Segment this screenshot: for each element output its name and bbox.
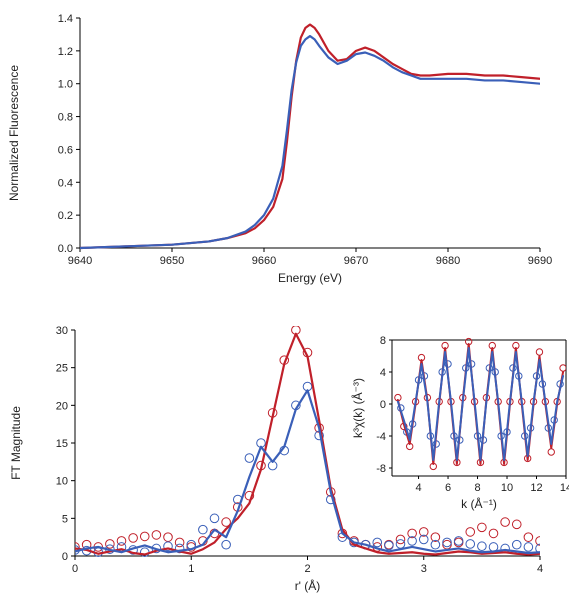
- data-point-marker: [139, 531, 150, 542]
- panel-exafs-inset: 4 6 8 10 12 14 -8 -4 0 4 8 k (Å⁻¹) k³χ(k) (Å⁻³): [350, 335, 569, 511]
- x-tick-label: 2: [304, 563, 310, 575]
- y-tick-label: 10: [56, 476, 68, 488]
- data-point-marker: [163, 541, 173, 552]
- x-tick-label: 6: [445, 482, 451, 494]
- data-point-marker: [488, 542, 499, 552]
- y-tick-label: 0.8: [58, 112, 73, 124]
- series-line: [75, 389, 540, 555]
- x-tick-label: 9660: [252, 255, 276, 267]
- data-point-marker: [221, 539, 231, 550]
- y-tick-label: -8: [376, 463, 386, 475]
- x-tick-label: 12: [530, 482, 542, 494]
- y-tick-label: 0.2: [58, 210, 73, 222]
- data-point-marker: [244, 453, 255, 463]
- y-tick-label: 1.0: [58, 79, 73, 91]
- x-tick-label: 9690: [528, 255, 552, 267]
- y-tick-label: 0.4: [58, 177, 73, 189]
- data-point-marker: [477, 522, 487, 533]
- data-point-marker: [559, 364, 566, 372]
- x-tick-label: 9650: [160, 255, 184, 267]
- data-point-marker: [198, 524, 208, 535]
- series-line: [80, 34, 540, 250]
- series-line: [75, 332, 540, 556]
- data-point-marker: [174, 537, 185, 548]
- y-tick-label: 0: [380, 399, 386, 411]
- data-point-marker: [477, 541, 487, 552]
- data-point-marker: [442, 539, 452, 550]
- data-point-marker: [116, 536, 127, 546]
- data-point-marker: [465, 527, 476, 537]
- data-point-marker: [500, 517, 510, 527]
- y-tick-label: 4: [380, 367, 386, 379]
- y-tick-label: 30: [56, 325, 68, 337]
- y-tick-label: 1.4: [58, 13, 73, 25]
- data-point-marker: [105, 539, 115, 549]
- y-axis-label: k³χ(k) (Å⁻³): [350, 378, 365, 438]
- data-point-marker: [418, 534, 429, 545]
- data-point-marker: [430, 539, 441, 550]
- data-point-marker: [442, 537, 452, 548]
- y-tick-label: 15: [56, 438, 68, 450]
- data-point-marker: [221, 517, 231, 527]
- data-point-marker: [453, 536, 464, 546]
- y-tick-label: 0.6: [58, 144, 73, 156]
- y-tick-label: 8: [380, 335, 386, 347]
- x-tick-label: 1: [188, 563, 194, 575]
- data-point-marker: [418, 527, 429, 537]
- data-point-marker: [430, 532, 441, 542]
- x-tick-label: 3: [421, 563, 427, 575]
- data-point-marker: [395, 534, 406, 545]
- data-point-marker: [384, 540, 394, 551]
- data-point-marker: [407, 536, 417, 546]
- data-point-marker: [209, 513, 220, 524]
- data-point-marker: [384, 539, 394, 550]
- series-line: [80, 23, 540, 250]
- data-point-marker: [511, 519, 522, 530]
- x-tick-label: 10: [501, 482, 513, 494]
- data-point-marker: [535, 536, 540, 546]
- x-tick-label: 9680: [436, 255, 460, 267]
- x-tick-label: 8: [474, 482, 480, 494]
- plot-area: [394, 337, 566, 471]
- data-point-marker: [523, 542, 534, 552]
- data-point-marker: [465, 539, 476, 549]
- x-tick-label: 9640: [68, 255, 92, 267]
- panel-xanes: 9640 9650 9660 9670 9680 9690 0.0 0.2 0.4 0.6 0.8 1…: [7, 13, 552, 285]
- data-point-marker: [372, 537, 383, 548]
- x-tick-label: 4: [415, 482, 421, 494]
- x-axis-label: Energy (eV): [278, 271, 342, 285]
- y-tick-label: 20: [56, 400, 68, 412]
- series-line: [396, 347, 565, 461]
- y-tick-label: 1.2: [58, 46, 73, 58]
- plot-area: [75, 326, 540, 558]
- y-tick-label: 0: [62, 551, 68, 563]
- data-point-marker: [174, 543, 185, 554]
- y-tick-label: -4: [376, 431, 386, 443]
- x-axis-label: r' (Å): [295, 578, 321, 593]
- x-tick-label: 9670: [344, 255, 368, 267]
- x-tick-label: 14: [560, 482, 569, 494]
- x-axis-label: k (Å⁻¹): [461, 496, 497, 511]
- data-point-marker: [407, 528, 417, 539]
- data-point-marker: [75, 542, 80, 552]
- data-point-marker: [535, 543, 540, 554]
- data-point-marker: [128, 533, 138, 543]
- y-axis-label: Normalized Fluorescence: [7, 65, 21, 201]
- data-point-marker: [511, 539, 522, 550]
- data-point-marker: [488, 528, 499, 539]
- y-tick-label: 0.0: [58, 243, 73, 255]
- y-axis-label: FT Magnitude: [9, 406, 23, 480]
- x-tick-label: 0: [72, 563, 78, 575]
- data-point-marker: [535, 348, 544, 356]
- data-point-marker: [163, 532, 173, 542]
- data-point-marker: [523, 532, 534, 542]
- y-tick-label: 25: [56, 363, 68, 375]
- plot-area: [80, 23, 540, 250]
- data-point-marker: [151, 530, 162, 540]
- y-tick-label: 5: [62, 513, 68, 525]
- data-point-marker: [547, 448, 555, 456]
- x-tick-label: 4: [537, 563, 543, 575]
